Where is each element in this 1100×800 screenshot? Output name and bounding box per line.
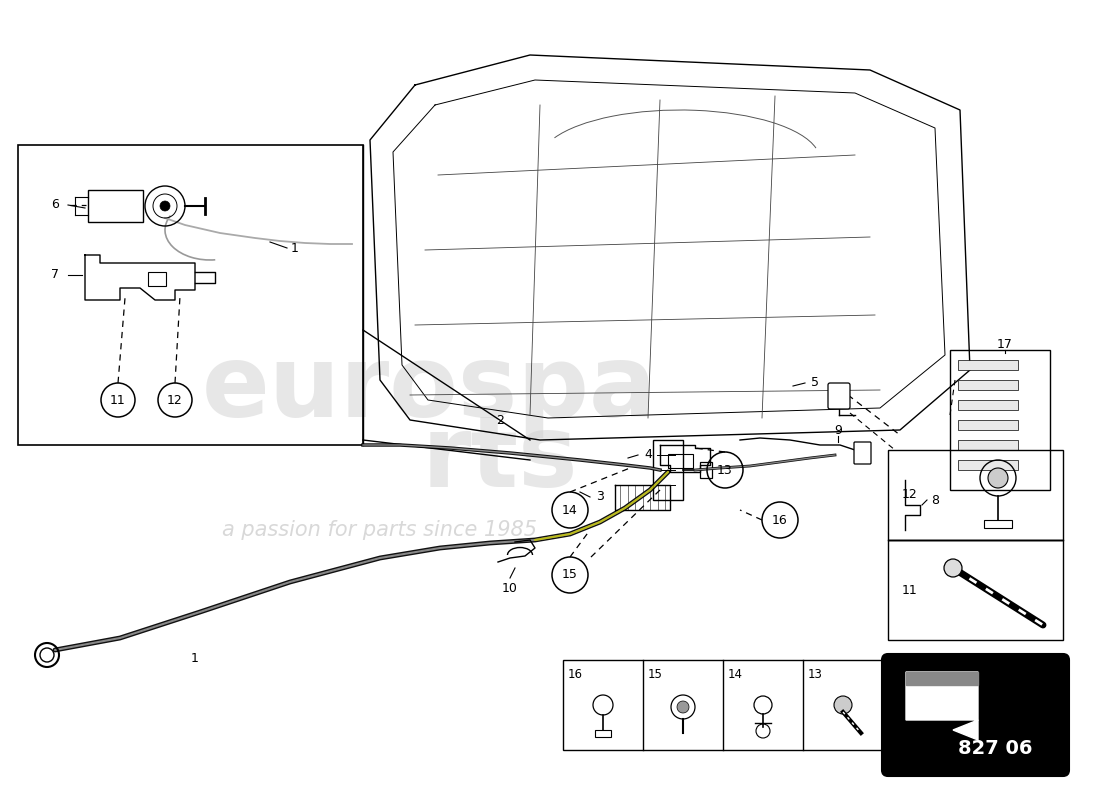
Text: 13: 13 xyxy=(807,669,823,682)
Text: 14: 14 xyxy=(727,669,742,682)
Text: rts: rts xyxy=(421,411,579,509)
Text: 1: 1 xyxy=(292,242,299,254)
Text: 12: 12 xyxy=(167,394,183,406)
Text: a passion for parts since 1985: a passion for parts since 1985 xyxy=(222,520,538,540)
Bar xyxy=(668,454,693,468)
Bar xyxy=(888,450,1063,540)
Circle shape xyxy=(676,701,689,713)
Text: 16: 16 xyxy=(568,669,583,682)
Bar xyxy=(950,350,1050,490)
Polygon shape xyxy=(906,672,978,685)
Text: 4: 4 xyxy=(645,449,652,462)
Text: 3: 3 xyxy=(596,490,604,503)
Text: 7: 7 xyxy=(51,269,59,282)
Text: 827 06: 827 06 xyxy=(958,738,1033,758)
Text: 2: 2 xyxy=(496,414,504,426)
Text: 1: 1 xyxy=(191,651,199,665)
Text: 9: 9 xyxy=(834,423,842,437)
Bar xyxy=(984,520,1012,528)
FancyBboxPatch shape xyxy=(828,383,850,409)
Text: 13: 13 xyxy=(717,463,733,477)
Polygon shape xyxy=(906,672,978,740)
Text: 11: 11 xyxy=(902,583,917,597)
Bar xyxy=(563,660,883,750)
Text: eurospa: eurospa xyxy=(202,342,658,438)
Text: 6: 6 xyxy=(51,198,59,211)
Text: 5: 5 xyxy=(811,377,819,390)
Text: 12: 12 xyxy=(902,489,917,502)
Text: 8: 8 xyxy=(931,494,939,506)
Text: 15: 15 xyxy=(648,669,662,682)
Bar xyxy=(888,540,1063,640)
FancyBboxPatch shape xyxy=(882,654,1069,776)
Circle shape xyxy=(944,559,962,577)
Text: 11: 11 xyxy=(110,394,125,406)
Circle shape xyxy=(160,201,170,211)
Text: 16: 16 xyxy=(772,514,788,526)
Bar xyxy=(958,420,1018,430)
Bar xyxy=(148,272,166,286)
Bar xyxy=(653,440,683,500)
Circle shape xyxy=(834,696,852,714)
Bar xyxy=(958,400,1018,410)
FancyBboxPatch shape xyxy=(854,442,871,464)
Text: 10: 10 xyxy=(502,582,518,594)
Bar xyxy=(958,360,1018,370)
Text: 17: 17 xyxy=(997,338,1013,351)
Text: 14: 14 xyxy=(562,503,578,517)
Bar xyxy=(88,190,143,222)
Bar xyxy=(958,440,1018,450)
Text: 15: 15 xyxy=(562,569,578,582)
Circle shape xyxy=(988,468,1008,488)
Bar xyxy=(595,730,610,737)
Bar xyxy=(18,145,363,445)
Bar xyxy=(958,380,1018,390)
Bar xyxy=(700,462,712,478)
Bar xyxy=(958,460,1018,470)
